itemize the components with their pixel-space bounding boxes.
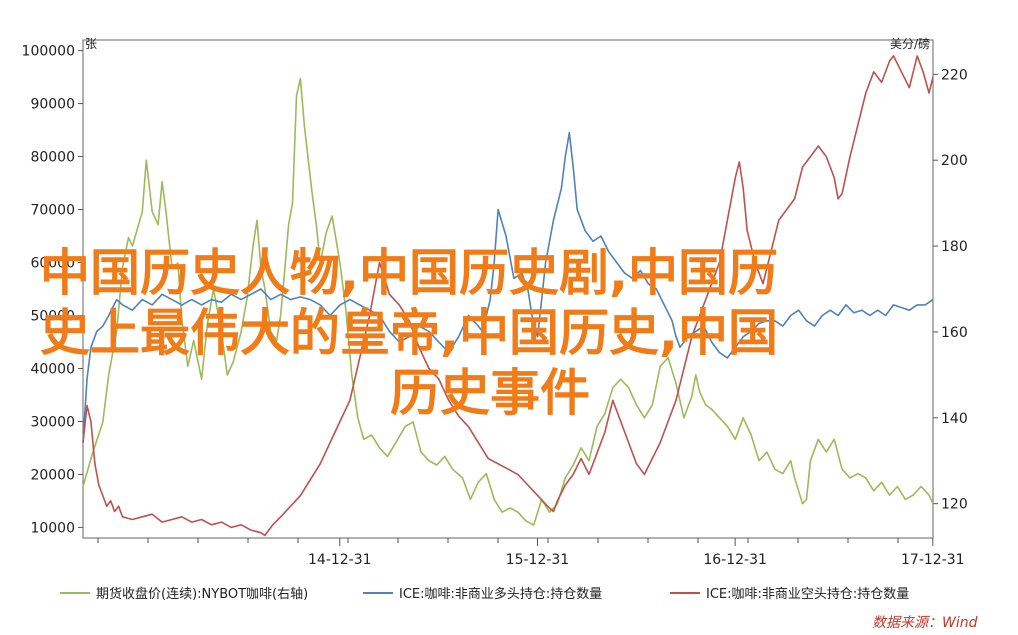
series-line-0 (82, 77, 934, 526)
legend-label-2: ICE:咖啡:非商业空头持仓:持仓数量 (706, 587, 909, 602)
right-tick-label: 220 (941, 67, 968, 83)
right-tick-label: 120 (941, 497, 968, 513)
right-tick-label: 180 (941, 239, 968, 255)
left-axis-ticks: 10000 20000 30000 40000 50000 60000 70000 80000… (22, 44, 83, 536)
left-tick-label: 100000 (22, 44, 75, 60)
x-tick-label: 14-12-31 (308, 552, 372, 568)
series-line-2 (82, 55, 934, 537)
plot-frame (82, 39, 934, 539)
legend-label-1: ICE:咖啡:非商业多头持仓:持仓数量 (399, 586, 602, 602)
overlay-line-2: 历史事件 (390, 364, 590, 422)
right-tick-label: 200 (941, 153, 968, 169)
right-tick-label: 140 (941, 411, 968, 427)
right-axis-ticks: 120 140 160 180 200 220 (933, 67, 968, 513)
left-tick-label: 20000 (30, 467, 75, 483)
x-tick-label: 15-12-31 (506, 552, 570, 568)
x-tick-label: 17-12-31 (901, 552, 965, 568)
right-tick-label: 160 (941, 325, 968, 341)
legend-label-0: 期货收盘价(连续):NYBOT咖啡(右轴) (96, 586, 308, 602)
overlay-line-0: 中国历史人物,中国历史剧,中国历 (40, 244, 778, 302)
left-tick-label: 60000 (30, 256, 75, 272)
left-tick-label: 30000 (30, 414, 75, 430)
x-axis-ticks: 14-12-31 15-12-31 16-12-31 17-12-31 (97, 538, 965, 568)
left-tick-label: 80000 (30, 150, 75, 166)
left-tick-label: 10000 (30, 520, 75, 536)
left-tick-label: 90000 (30, 97, 75, 113)
overlay-line-1: 史上最伟大的皇帝,中国历史,中国 (40, 304, 778, 362)
left-tick-label: 50000 (30, 308, 75, 324)
right-axis-unit: 美分/磅 (890, 36, 930, 51)
x-tick-label: 16-12-31 (703, 552, 767, 568)
left-axis-unit: 张 (85, 37, 97, 51)
legend: 期货收盘价(连续):NYBOT咖啡(右轴) ICE:咖啡:非商业多头持仓:持仓数量… (60, 586, 909, 602)
series-lines (82, 55, 934, 537)
left-tick-label: 70000 (30, 203, 75, 219)
series-line-1 (82, 131, 934, 443)
data-source: 数据来源：Wind (872, 615, 978, 631)
left-tick-label: 40000 (30, 361, 75, 377)
